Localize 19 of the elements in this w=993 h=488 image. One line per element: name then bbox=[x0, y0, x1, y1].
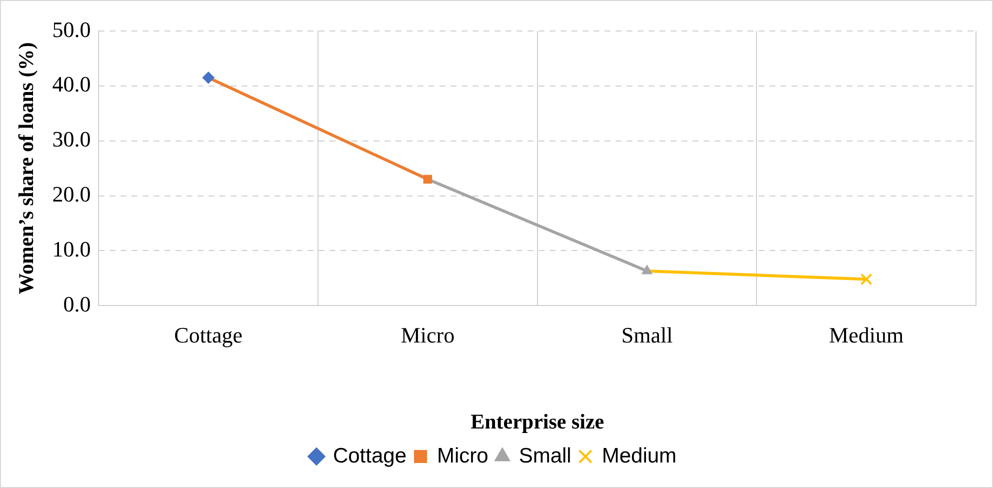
point bbox=[860, 273, 872, 286]
x-tick-label: Small bbox=[621, 322, 673, 348]
point bbox=[202, 72, 214, 84]
x-tick-label: Micro bbox=[400, 322, 455, 348]
y-tick-label: 50.0 bbox=[52, 16, 91, 42]
y-tick-label: 30.0 bbox=[52, 126, 91, 152]
x-tick-label: Medium bbox=[829, 322, 904, 348]
y-tick-label: 40.0 bbox=[52, 72, 91, 97]
y-axis-title: Women’s share of loans (%) bbox=[14, 42, 38, 294]
legend-label: Small bbox=[518, 444, 572, 468]
x-axis-title: Enterprise size bbox=[470, 409, 604, 434]
y-tick-label: 10.0 bbox=[52, 236, 91, 262]
legend-label: Medium bbox=[602, 444, 677, 468]
point bbox=[423, 174, 432, 184]
y-tick-label: 20.0 bbox=[52, 182, 91, 207]
y-tick-label: 0.0 bbox=[63, 291, 91, 316]
x-tick-label: Cottage bbox=[174, 322, 243, 348]
legend-label: Cottage bbox=[332, 444, 407, 468]
legend-label: Micro bbox=[437, 444, 488, 468]
